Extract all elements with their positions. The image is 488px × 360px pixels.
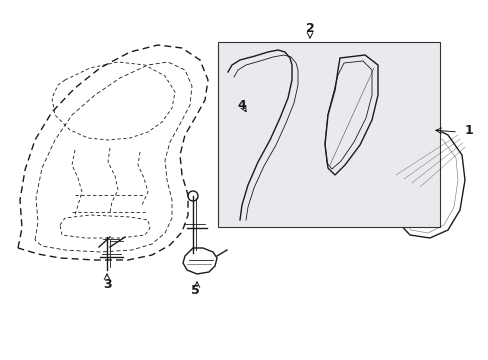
Text: 1: 1 (464, 123, 473, 136)
Text: 4: 4 (237, 99, 246, 112)
Text: 2: 2 (305, 22, 314, 35)
Text: 5: 5 (190, 284, 199, 297)
Bar (218, 42, 439, 227)
Text: 3: 3 (102, 279, 111, 292)
